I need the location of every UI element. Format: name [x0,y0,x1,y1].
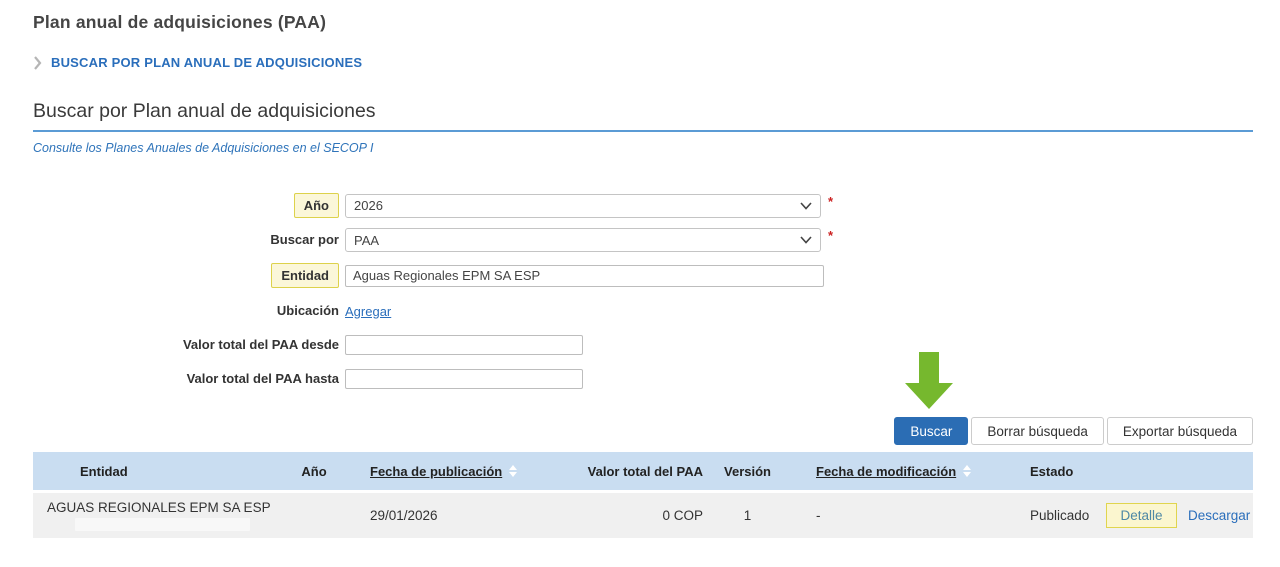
chevron-down-icon [800,236,812,244]
search-form: Año 2026 * Buscar por PAA [33,193,1253,389]
buscar-por-select-value: PAA [354,232,380,248]
section-heading: Buscar por Plan anual de adquisiciones [33,100,1253,132]
ano-select[interactable]: 2026 [345,193,821,218]
cell-fecha-publicacion: 29/01/2026 [370,508,438,523]
entidad-label: Entidad [271,263,339,288]
ubicacion-label: Ubicación [276,303,339,318]
cell-valor-total: 0 COP [662,508,703,523]
col-header-fecha-publicacion: Fecha de publicación [353,464,538,479]
required-asterisk: * [828,193,834,209]
buscar-por-label: Buscar por [270,232,339,247]
col-header-estado: Estado [1030,463,1074,479]
valor-desde-field-row: Valor total del PAA desde [33,335,1253,355]
cell-detalle: Detalle [1095,503,1188,528]
descargar-link[interactable]: Descargar [1188,508,1251,523]
green-arrow-down-annotation [905,352,953,409]
chevron-down-icon [800,201,812,210]
cell-entidad: AGUAS REGIONALES EPM SA ESP [33,500,275,531]
valor-desde-label: Valor total del PAA desde [182,337,339,352]
detalle-link[interactable]: Detalle [1120,508,1163,523]
detalle-highlight-box: Detalle [1106,503,1177,528]
valor-hasta-field-row: Valor total del PAA hasta [33,369,1253,389]
valor-desde-input[interactable] [345,335,583,355]
chevron-right-icon [34,55,42,70]
actions-row: Buscar Borrar búsqueda Exportar búsqueda [894,417,1253,445]
col-header-entidad: Entidad [80,463,128,479]
results-table: Entidad Año Fecha de publicación Valor t… [33,452,1253,538]
exportar-busqueda-button[interactable]: Exportar búsqueda [1106,417,1253,445]
breadcrumb-link[interactable]: BUSCAR POR PLAN ANUAL DE ADQUISICIONES [51,55,363,70]
redacted-text-box [75,518,250,531]
buscar-button[interactable]: Buscar [894,417,969,445]
sort-arrows-icon[interactable] [509,465,518,477]
entidad-input[interactable] [345,264,824,287]
entity-name: AGUAS REGIONALES EPM SA ESP [47,500,271,515]
cell-version: 1 [743,508,752,523]
col-header-version: Versión [724,463,771,479]
borrar-busqueda-button[interactable]: Borrar búsqueda [971,417,1104,445]
col-header-valor-total: Valor total del PAA [587,463,703,479]
col-header-fecha-modificacion: Fecha de modificación [790,464,1005,479]
ano-label: Año [293,193,339,218]
table-row: AGUAS REGIONALES EPM SA ESP 29/01/2026 0… [33,493,1253,538]
sort-arrows-icon[interactable] [963,465,972,477]
cell-descargar: Descargar [1188,508,1253,523]
cell-estado: Publicado [1030,508,1090,523]
valor-hasta-label: Valor total del PAA hasta [186,371,339,386]
table-header: Entidad Año Fecha de publicación Valor t… [33,452,1253,490]
required-asterisk: * [828,228,834,243]
ubicacion-field-row: Ubicación Agregar [33,301,1253,321]
buscar-por-field-row: Buscar por PAA * [33,228,1253,252]
col-header-ano: Año [301,463,327,479]
ano-field-row: Año 2026 * [33,193,1253,218]
buscar-por-select[interactable]: PAA [345,228,821,252]
sort-fecha-modificacion[interactable]: Fecha de modificación [816,464,972,479]
cell-fecha-modificacion: - [816,508,821,523]
breadcrumb: BUSCAR POR PLAN ANUAL DE ADQUISICIONES [33,55,1253,70]
secop-i-link[interactable]: Consulte los Planes Anuales de Adquisici… [33,141,374,155]
ano-select-value: 2026 [354,198,383,213]
page-title: Plan anual de adquisiciones (PAA) [33,12,327,32]
sort-fecha-publicacion[interactable]: Fecha de publicación [370,464,518,479]
entidad-field-row: Entidad [33,263,1253,288]
valor-hasta-input[interactable] [345,369,583,389]
agregar-link[interactable]: Agregar [345,303,392,319]
